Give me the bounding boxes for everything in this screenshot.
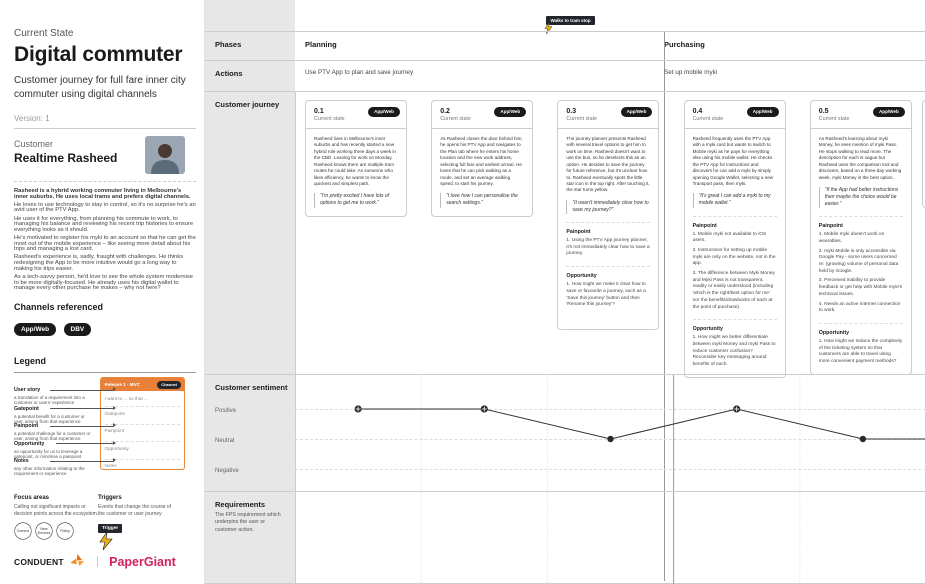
svg-text:Devices: Devices: [38, 531, 51, 535]
svg-text:Policy: Policy: [60, 529, 70, 533]
svg-text:Comms: Comms: [17, 529, 30, 533]
